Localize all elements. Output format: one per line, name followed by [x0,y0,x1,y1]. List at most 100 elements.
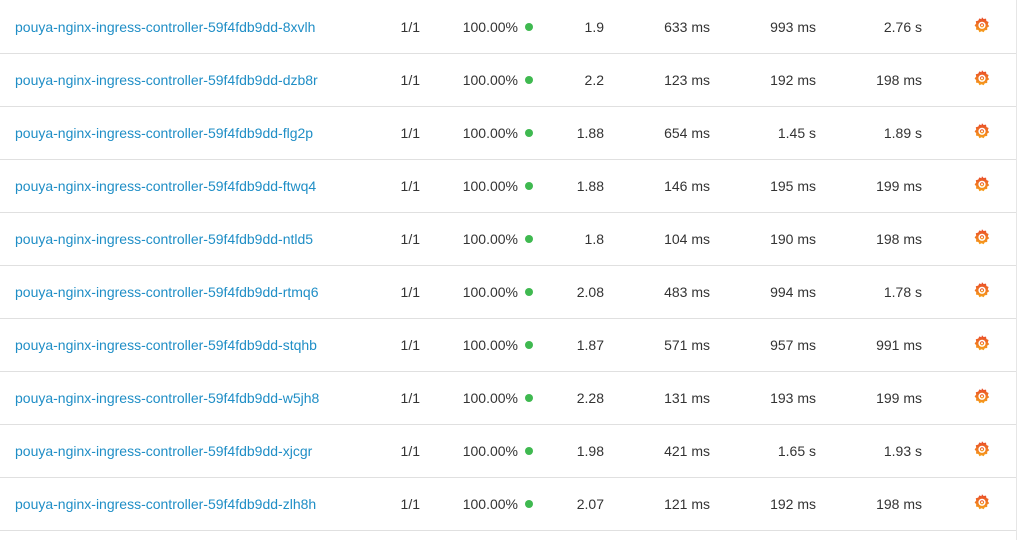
p50-latency: 571 ms [664,337,710,353]
p50-latency: 633 ms [664,18,710,35]
p99-latency: 1.93 s [883,443,922,459]
p99-latency: 2.76 s [883,18,922,35]
table-row: pouya-nginx-ingress-controller-59f4fdb9d… [0,0,1016,54]
pod-name-link[interactable]: pouya-nginx-ingress-controller-59f4fdb9d… [15,337,317,353]
success-status-dot [525,500,533,508]
table-row: pouya-nginx-ingress-controller-59f4fdb9d… [0,372,1016,425]
pod-name-link[interactable]: pouya-nginx-ingress-controller-59f4fdb9d… [15,18,316,35]
p95-latency: 957 ms [770,337,816,353]
p95-latency: 993 ms [770,18,816,35]
rps-value: 1.9 [584,18,604,35]
success-status-dot [525,182,533,190]
table-row: pouya-nginx-ingress-controller-59f4fdb9d… [0,160,1016,213]
meshed-count: 1/1 [400,72,420,88]
success-rate: 100.00% [462,390,518,406]
p99-latency: 1.78 s [883,284,922,300]
success-status-dot [525,22,533,31]
success-rate: 100.00% [462,125,518,141]
success-status-dot [525,235,533,243]
success-rate: 100.00% [462,284,518,300]
table-row: pouya-nginx-ingress-controller-59f4fdb9d… [0,54,1016,107]
p99-latency: 991 ms [876,337,922,353]
p50-latency: 131 ms [664,390,710,406]
meshed-count: 1/1 [400,390,420,406]
grafana-icon[interactable] [973,16,991,34]
p95-latency: 1.65 s [777,443,816,459]
rps-value: 1.88 [576,125,604,141]
meshed-count: 1/1 [400,337,420,353]
p50-latency: 654 ms [664,125,710,141]
table-row: pouya-nginx-ingress-controller-59f4fdb9d… [0,319,1016,372]
success-rate: 100.00% [462,337,518,353]
rps-value: 1.88 [576,178,604,194]
pod-name-link[interactable]: pouya-nginx-ingress-controller-59f4fdb9d… [15,231,314,247]
p50-latency: 146 ms [664,178,710,194]
pod-name-link[interactable]: pouya-nginx-ingress-controller-59f4fdb9d… [15,443,313,459]
p99-latency: 198 ms [876,231,922,247]
meshed-count: 1/1 [400,231,420,247]
table-row: pouya-nginx-ingress-controller-59f4fdb9d… [0,266,1016,319]
p95-latency: 1.45 s [777,125,816,141]
p95-latency: 190 ms [770,231,816,247]
meshed-count: 1/1 [400,178,420,194]
grafana-icon[interactable] [973,281,991,299]
success-status-dot [525,76,533,84]
grafana-icon[interactable] [973,334,991,352]
success-status-dot [525,341,533,349]
p50-latency: 483 ms [664,284,710,300]
table-row: pouya-nginx-ingress-controller-59f4fdb9d… [0,213,1016,266]
meshed-count: 1/1 [400,496,420,512]
rps-value: 1.98 [576,443,604,459]
p99-latency: 199 ms [876,178,922,194]
grafana-icon[interactable] [973,175,991,193]
grafana-icon[interactable] [973,122,991,140]
table-row: pouya-nginx-ingress-controller-59f4fdb9d… [0,425,1016,478]
p95-latency: 193 ms [770,390,816,406]
pod-name-link[interactable]: pouya-nginx-ingress-controller-59f4fdb9d… [15,178,317,194]
p50-latency: 104 ms [664,231,710,247]
p99-latency: 199 ms [876,390,922,406]
rps-value: 1.87 [576,337,604,353]
rps-value: 2.08 [576,284,604,300]
pod-name-link[interactable]: pouya-nginx-ingress-controller-59f4fdb9d… [15,72,318,88]
meshed-count: 1/1 [400,284,420,300]
grafana-icon[interactable] [973,493,991,511]
p95-latency: 192 ms [770,496,816,512]
success-rate: 100.00% [462,231,518,247]
success-status-dot [525,129,533,137]
rps-value: 2.07 [576,496,604,512]
meshed-count: 1/1 [400,443,420,459]
p99-latency: 198 ms [876,72,922,88]
meshed-count: 1/1 [400,18,420,35]
pod-name-link[interactable]: pouya-nginx-ingress-controller-59f4fdb9d… [15,496,317,512]
p50-latency: 123 ms [664,72,710,88]
table-row: pouya-nginx-ingress-controller-59f4fdb9d… [0,478,1016,531]
pod-name-link[interactable]: pouya-nginx-ingress-controller-59f4fdb9d… [15,390,320,406]
p95-latency: 195 ms [770,178,816,194]
success-status-dot [525,394,533,402]
success-rate: 100.00% [462,72,518,88]
p50-latency: 121 ms [664,496,710,512]
success-rate: 100.00% [462,496,518,512]
rps-value: 2.28 [576,390,604,406]
p99-latency: 198 ms [876,496,922,512]
grafana-icon[interactable] [973,440,991,458]
p95-latency: 192 ms [770,72,816,88]
grafana-icon[interactable] [973,228,991,246]
grafana-icon[interactable] [973,387,991,405]
p50-latency: 421 ms [664,443,710,459]
meshed-count: 1/1 [400,125,420,141]
success-status-dot [525,288,533,296]
rps-value: 1.8 [584,231,604,247]
p95-latency: 994 ms [770,284,816,300]
p99-latency: 1.89 s [883,125,922,141]
success-rate: 100.00% [462,178,518,194]
success-status-dot [525,447,533,455]
table-row: pouya-nginx-ingress-controller-59f4fdb9d… [0,107,1016,160]
success-rate: 100.00% [462,443,518,459]
pod-name-link[interactable]: pouya-nginx-ingress-controller-59f4fdb9d… [15,284,319,300]
grafana-icon[interactable] [973,69,991,87]
success-rate: 100.00% [462,18,518,35]
pod-name-link[interactable]: pouya-nginx-ingress-controller-59f4fdb9d… [15,125,314,141]
